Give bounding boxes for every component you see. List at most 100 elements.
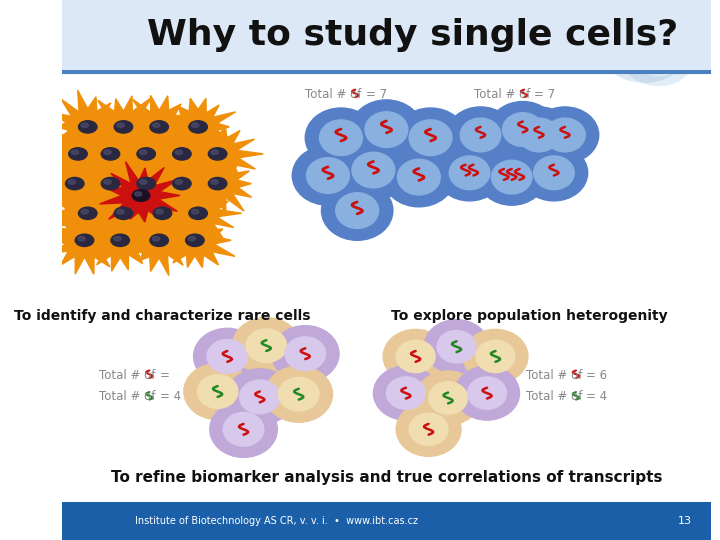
Polygon shape — [160, 176, 242, 248]
Ellipse shape — [114, 121, 132, 133]
Ellipse shape — [68, 180, 76, 184]
Polygon shape — [138, 119, 222, 191]
Ellipse shape — [186, 234, 204, 246]
Ellipse shape — [208, 148, 227, 160]
Ellipse shape — [192, 210, 199, 214]
Ellipse shape — [117, 210, 124, 214]
Text: Total # of: Total # of — [474, 88, 531, 101]
Ellipse shape — [140, 180, 147, 184]
Polygon shape — [164, 210, 235, 268]
Ellipse shape — [102, 178, 120, 190]
Ellipse shape — [137, 178, 156, 190]
Ellipse shape — [211, 150, 218, 154]
Ellipse shape — [102, 148, 120, 160]
Ellipse shape — [78, 237, 85, 241]
Polygon shape — [71, 120, 148, 184]
Ellipse shape — [81, 123, 89, 127]
Polygon shape — [176, 147, 251, 213]
Polygon shape — [118, 96, 199, 163]
Circle shape — [449, 156, 490, 190]
Circle shape — [383, 329, 448, 383]
Circle shape — [352, 152, 395, 188]
Circle shape — [265, 366, 333, 422]
Ellipse shape — [135, 192, 142, 196]
Circle shape — [476, 340, 515, 373]
Circle shape — [531, 107, 599, 163]
Polygon shape — [107, 155, 191, 214]
Text: Total # of: Total # of — [305, 88, 361, 101]
Text: Total # of: Total # of — [99, 390, 156, 403]
Circle shape — [505, 107, 572, 163]
Text: Total # of: Total # of — [526, 390, 582, 403]
Ellipse shape — [111, 234, 130, 246]
Circle shape — [447, 107, 514, 163]
Circle shape — [226, 369, 294, 425]
Ellipse shape — [189, 121, 207, 133]
Ellipse shape — [208, 178, 227, 190]
Circle shape — [197, 375, 238, 408]
Polygon shape — [53, 90, 127, 164]
Circle shape — [396, 340, 435, 373]
Ellipse shape — [117, 123, 124, 127]
Circle shape — [194, 328, 261, 384]
Ellipse shape — [150, 121, 168, 133]
Ellipse shape — [104, 150, 111, 154]
Ellipse shape — [156, 210, 163, 214]
Ellipse shape — [114, 237, 121, 241]
Text: Total # of: Total # of — [99, 369, 156, 382]
Polygon shape — [31, 152, 114, 220]
Polygon shape — [177, 118, 264, 188]
Circle shape — [210, 401, 277, 457]
Ellipse shape — [150, 234, 168, 246]
Ellipse shape — [114, 207, 132, 219]
Circle shape — [184, 363, 251, 420]
Circle shape — [534, 156, 574, 190]
Polygon shape — [107, 122, 184, 186]
Circle shape — [397, 159, 441, 195]
Ellipse shape — [153, 207, 171, 219]
Polygon shape — [99, 161, 180, 222]
Circle shape — [307, 158, 349, 193]
Circle shape — [336, 193, 379, 228]
Ellipse shape — [140, 150, 147, 154]
Ellipse shape — [132, 190, 150, 201]
Ellipse shape — [66, 178, 84, 190]
Text: Institute of Biotechnology AS CR, v. v. i.  •  www.ibt.cas.cz: Institute of Biotechnology AS CR, v. v. … — [135, 516, 418, 526]
Polygon shape — [79, 208, 160, 271]
Circle shape — [387, 377, 426, 409]
Text: = 7: = 7 — [534, 88, 556, 101]
Text: To identify and characterize rare cells: To identify and characterize rare cells — [14, 309, 310, 323]
Circle shape — [436, 145, 503, 201]
Ellipse shape — [192, 123, 199, 127]
Polygon shape — [125, 178, 203, 243]
Polygon shape — [121, 212, 201, 275]
Circle shape — [279, 377, 319, 411]
Circle shape — [503, 113, 543, 146]
Circle shape — [365, 112, 408, 147]
Circle shape — [415, 371, 480, 425]
Text: = 4: = 4 — [586, 390, 608, 403]
Ellipse shape — [153, 123, 160, 127]
Text: Why to study single cells?: Why to study single cells? — [147, 18, 678, 52]
Polygon shape — [51, 208, 120, 274]
Text: 13: 13 — [678, 516, 692, 526]
Circle shape — [374, 366, 438, 420]
Circle shape — [492, 160, 532, 194]
Circle shape — [223, 413, 264, 446]
Text: = 6: = 6 — [586, 369, 608, 382]
Circle shape — [383, 147, 454, 207]
Circle shape — [395, 108, 467, 167]
Ellipse shape — [175, 150, 183, 154]
Circle shape — [305, 108, 377, 167]
Polygon shape — [160, 98, 235, 157]
Polygon shape — [89, 96, 158, 159]
Text: = 4: = 4 — [160, 390, 181, 403]
Ellipse shape — [173, 178, 191, 190]
FancyBboxPatch shape — [62, 0, 711, 70]
Ellipse shape — [173, 148, 191, 160]
Circle shape — [351, 100, 422, 159]
Circle shape — [338, 140, 409, 200]
Text: Total # of: Total # of — [526, 369, 582, 382]
Polygon shape — [84, 183, 163, 245]
Ellipse shape — [153, 237, 160, 241]
